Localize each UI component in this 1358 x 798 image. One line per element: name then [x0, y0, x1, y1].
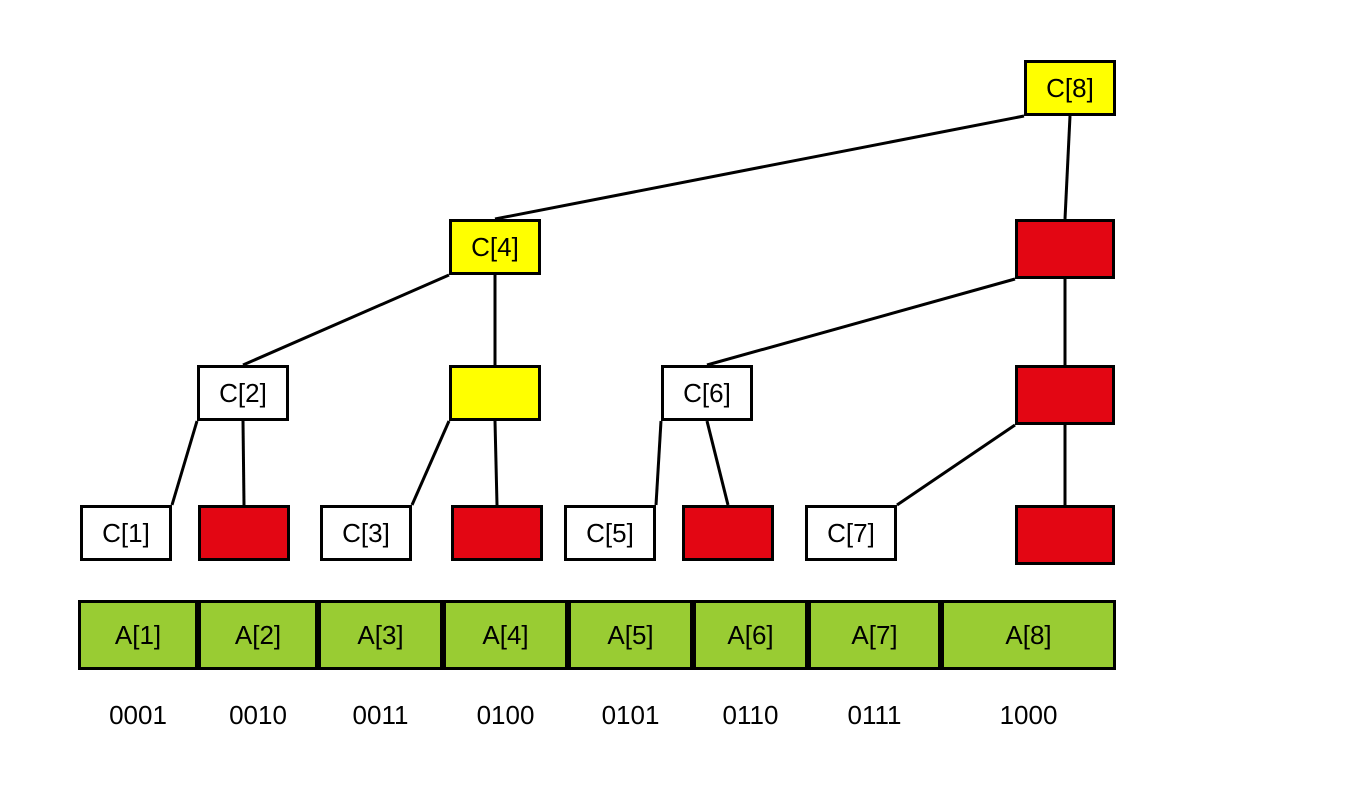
edge-y4-r4 [495, 421, 497, 505]
tree-node-r8d [1015, 505, 1115, 565]
array-cell-2-label: A[2] [235, 620, 281, 651]
tree-node-c5-label: C[5] [586, 518, 634, 549]
tree-node-r6 [682, 505, 774, 561]
binary-label-1: 0001 [78, 700, 198, 731]
tree-node-r4 [451, 505, 543, 561]
array-cell-3: A[3] [318, 600, 443, 670]
edge-c6-r6 [707, 421, 728, 505]
array-cell-8-label: A[8] [1005, 620, 1051, 651]
tree-node-r2 [198, 505, 290, 561]
array-cell-4: A[4] [443, 600, 568, 670]
array-cell-7-label: A[7] [851, 620, 897, 651]
array-cell-1-label: A[1] [115, 620, 161, 651]
tree-node-c2-label: C[2] [219, 378, 267, 409]
binary-label-7: 0111 [808, 700, 941, 731]
array-cell-1: A[1] [78, 600, 198, 670]
array-cell-7: A[7] [808, 600, 941, 670]
edge-c2-c1 [172, 421, 197, 505]
array-cell-4-label: A[4] [482, 620, 528, 651]
edge-c8-r8b [1065, 116, 1070, 219]
tree-node-r8b [1015, 219, 1115, 279]
edge-c2-r2 [243, 421, 244, 505]
binary-label-3: 0011 [318, 700, 443, 731]
edge-y4-c3 [412, 421, 449, 505]
diagram-canvas: C[8] C[4] C[2] C[6] C[1] C[3] C[5] C[7] A[1] A[2]… [0, 0, 1358, 798]
tree-node-c6: C[6] [661, 365, 753, 421]
tree-node-c1-label: C[1] [102, 518, 150, 549]
tree-node-c4: C[4] [449, 219, 541, 275]
tree-node-c6-label: C[6] [683, 378, 731, 409]
tree-node-c3-label: C[3] [342, 518, 390, 549]
binary-label-4: 0100 [443, 700, 568, 731]
edge-c4-c2 [243, 275, 449, 365]
array-cell-5: A[5] [568, 600, 693, 670]
binary-label-2: 0010 [198, 700, 318, 731]
edge-r8b-c6 [707, 279, 1015, 365]
edge-c6-c5 [656, 421, 661, 505]
tree-node-c7: C[7] [805, 505, 897, 561]
tree-node-c3: C[3] [320, 505, 412, 561]
edge-c8-c4 [495, 116, 1024, 219]
tree-node-c8: C[8] [1024, 60, 1116, 116]
array-cell-2: A[2] [198, 600, 318, 670]
tree-node-c2: C[2] [197, 365, 289, 421]
binary-label-5: 0101 [568, 700, 693, 731]
array-cell-6-label: A[6] [727, 620, 773, 651]
array-cell-6: A[6] [693, 600, 808, 670]
tree-node-c7-label: C[7] [827, 518, 875, 549]
binary-label-6: 0110 [693, 700, 808, 731]
edge-r8c-c7 [897, 425, 1015, 505]
array-cell-8: A[8] [941, 600, 1116, 670]
array-cell-5-label: A[5] [607, 620, 653, 651]
tree-node-c4-label: C[4] [471, 232, 519, 263]
tree-node-c1: C[1] [80, 505, 172, 561]
tree-node-y4 [449, 365, 541, 421]
tree-node-c5: C[5] [564, 505, 656, 561]
binary-label-8: 1000 [941, 700, 1116, 731]
tree-node-c8-label: C[8] [1046, 73, 1094, 104]
tree-node-r8c [1015, 365, 1115, 425]
array-cell-3-label: A[3] [357, 620, 403, 651]
